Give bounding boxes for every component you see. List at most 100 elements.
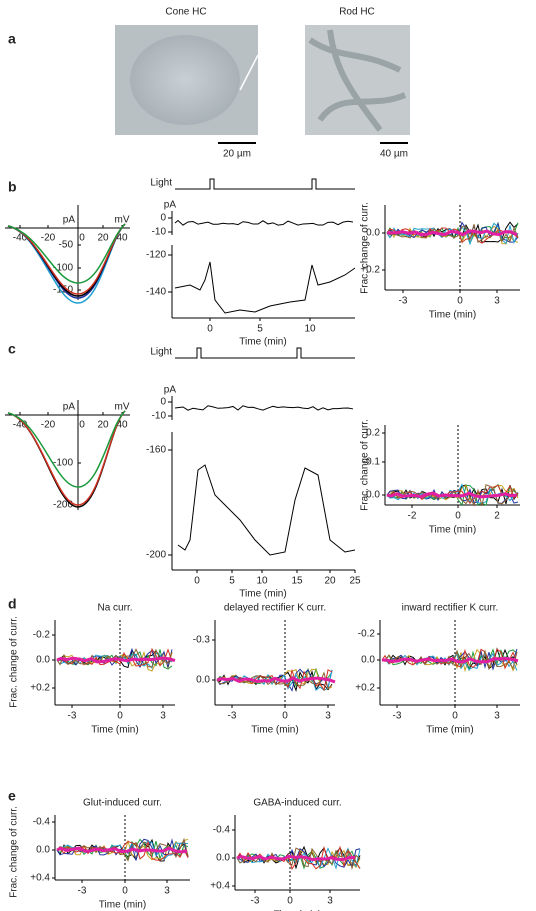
label: 0.0 — [366, 228, 380, 239]
label: e — [8, 788, 16, 804]
label: 0.0 — [36, 655, 50, 666]
mean-trace — [56, 846, 188, 854]
label: -100 — [53, 458, 73, 469]
label: 40 — [116, 233, 128, 244]
label: 40 — [116, 420, 128, 431]
label: +0.4 — [30, 873, 50, 884]
label: Light — [150, 347, 172, 358]
label: 0 — [117, 711, 123, 722]
label: 0 — [122, 886, 128, 897]
label: -50 — [59, 240, 74, 251]
label: Light — [150, 178, 172, 189]
trace — [386, 221, 519, 243]
label: Time (min) — [239, 337, 286, 348]
label: 25 — [349, 576, 361, 587]
label: 3 — [494, 296, 500, 307]
label: 10 — [256, 576, 268, 587]
label: Rod HC — [339, 7, 375, 18]
label: 0.0 — [196, 675, 210, 686]
label: inward rectifier K curr. — [402, 603, 499, 614]
label: a — [8, 31, 16, 47]
label: +0.2 — [30, 683, 50, 694]
label: -0.3 — [193, 635, 211, 646]
cell-processes — [308, 29, 407, 132]
label: -2 — [408, 511, 417, 522]
label: -10 — [152, 227, 167, 238]
mean-trace — [56, 656, 176, 664]
label: 0 — [79, 233, 85, 244]
label: 0 — [452, 711, 458, 722]
label: Frac. change of curr. — [360, 202, 371, 294]
label: Time (min) — [274, 910, 321, 911]
label: 0 — [160, 213, 166, 224]
label: Time (min) — [239, 589, 286, 600]
label: 0 — [282, 711, 288, 722]
label: 20 µm — [223, 149, 251, 160]
label: -200 — [53, 500, 73, 511]
label: Glut-induced curr. — [83, 798, 162, 809]
label: 0 — [287, 896, 293, 907]
trace — [56, 838, 189, 861]
label: +0.2 — [355, 683, 375, 694]
label: -3 — [251, 896, 260, 907]
label: 0 — [457, 296, 463, 307]
label: b — [8, 179, 17, 195]
iv-curve — [7, 410, 126, 488]
trace — [56, 647, 173, 669]
current-trace — [177, 464, 356, 556]
label: 15 — [291, 576, 303, 587]
iv-curve — [7, 410, 126, 506]
label: 0.0 — [216, 853, 230, 864]
label: 10 — [304, 324, 316, 335]
label: Na curr. — [97, 603, 132, 614]
label: Frac. change of curr. — [9, 616, 20, 708]
label: +0.2 — [360, 265, 380, 276]
label: GABA-induced curr. — [253, 798, 341, 809]
label: 3 — [494, 711, 500, 722]
label: 40 µm — [380, 149, 408, 160]
label: 0 — [194, 576, 200, 587]
label: Time (min) — [91, 725, 138, 736]
light-stimulus — [175, 347, 355, 359]
label: pA — [63, 402, 76, 413]
arrowhead — [282, 626, 288, 636]
label: 3 — [164, 886, 170, 897]
label: -0.2 — [358, 629, 376, 640]
label: -200 — [146, 550, 166, 561]
mean-trace — [236, 854, 356, 862]
label: pA — [63, 215, 76, 226]
trace — [236, 847, 361, 871]
label: 0 — [160, 397, 166, 408]
label: pA — [164, 385, 177, 396]
label: -100 — [53, 263, 73, 274]
label: pA — [164, 200, 177, 211]
cell-body — [130, 35, 240, 125]
trace — [56, 840, 189, 861]
label: -160 — [146, 445, 166, 456]
mean-trace — [386, 491, 518, 499]
mean-trace — [381, 657, 519, 664]
trace — [386, 484, 519, 505]
trace — [236, 847, 361, 868]
label: 0 — [455, 511, 461, 522]
label: Time (min) — [429, 310, 476, 321]
label: Time (min) — [251, 725, 298, 736]
trace — [381, 648, 518, 672]
label: c — [8, 341, 16, 357]
label: Frac. change of curr. — [360, 419, 371, 511]
label: -3 — [68, 711, 77, 722]
label: mV — [115, 215, 130, 226]
label: d — [8, 596, 17, 612]
label: Cone HC — [165, 7, 206, 18]
label: 5 — [229, 576, 235, 587]
label: 0 — [79, 420, 85, 431]
label: -10 — [152, 411, 167, 422]
label: -0.4 — [33, 817, 51, 828]
label: -40 — [13, 420, 28, 431]
label: 2 — [494, 511, 500, 522]
trace — [386, 222, 519, 246]
label: +0.4 — [210, 881, 230, 892]
label: -20 — [41, 420, 56, 431]
current-trace — [174, 261, 356, 314]
